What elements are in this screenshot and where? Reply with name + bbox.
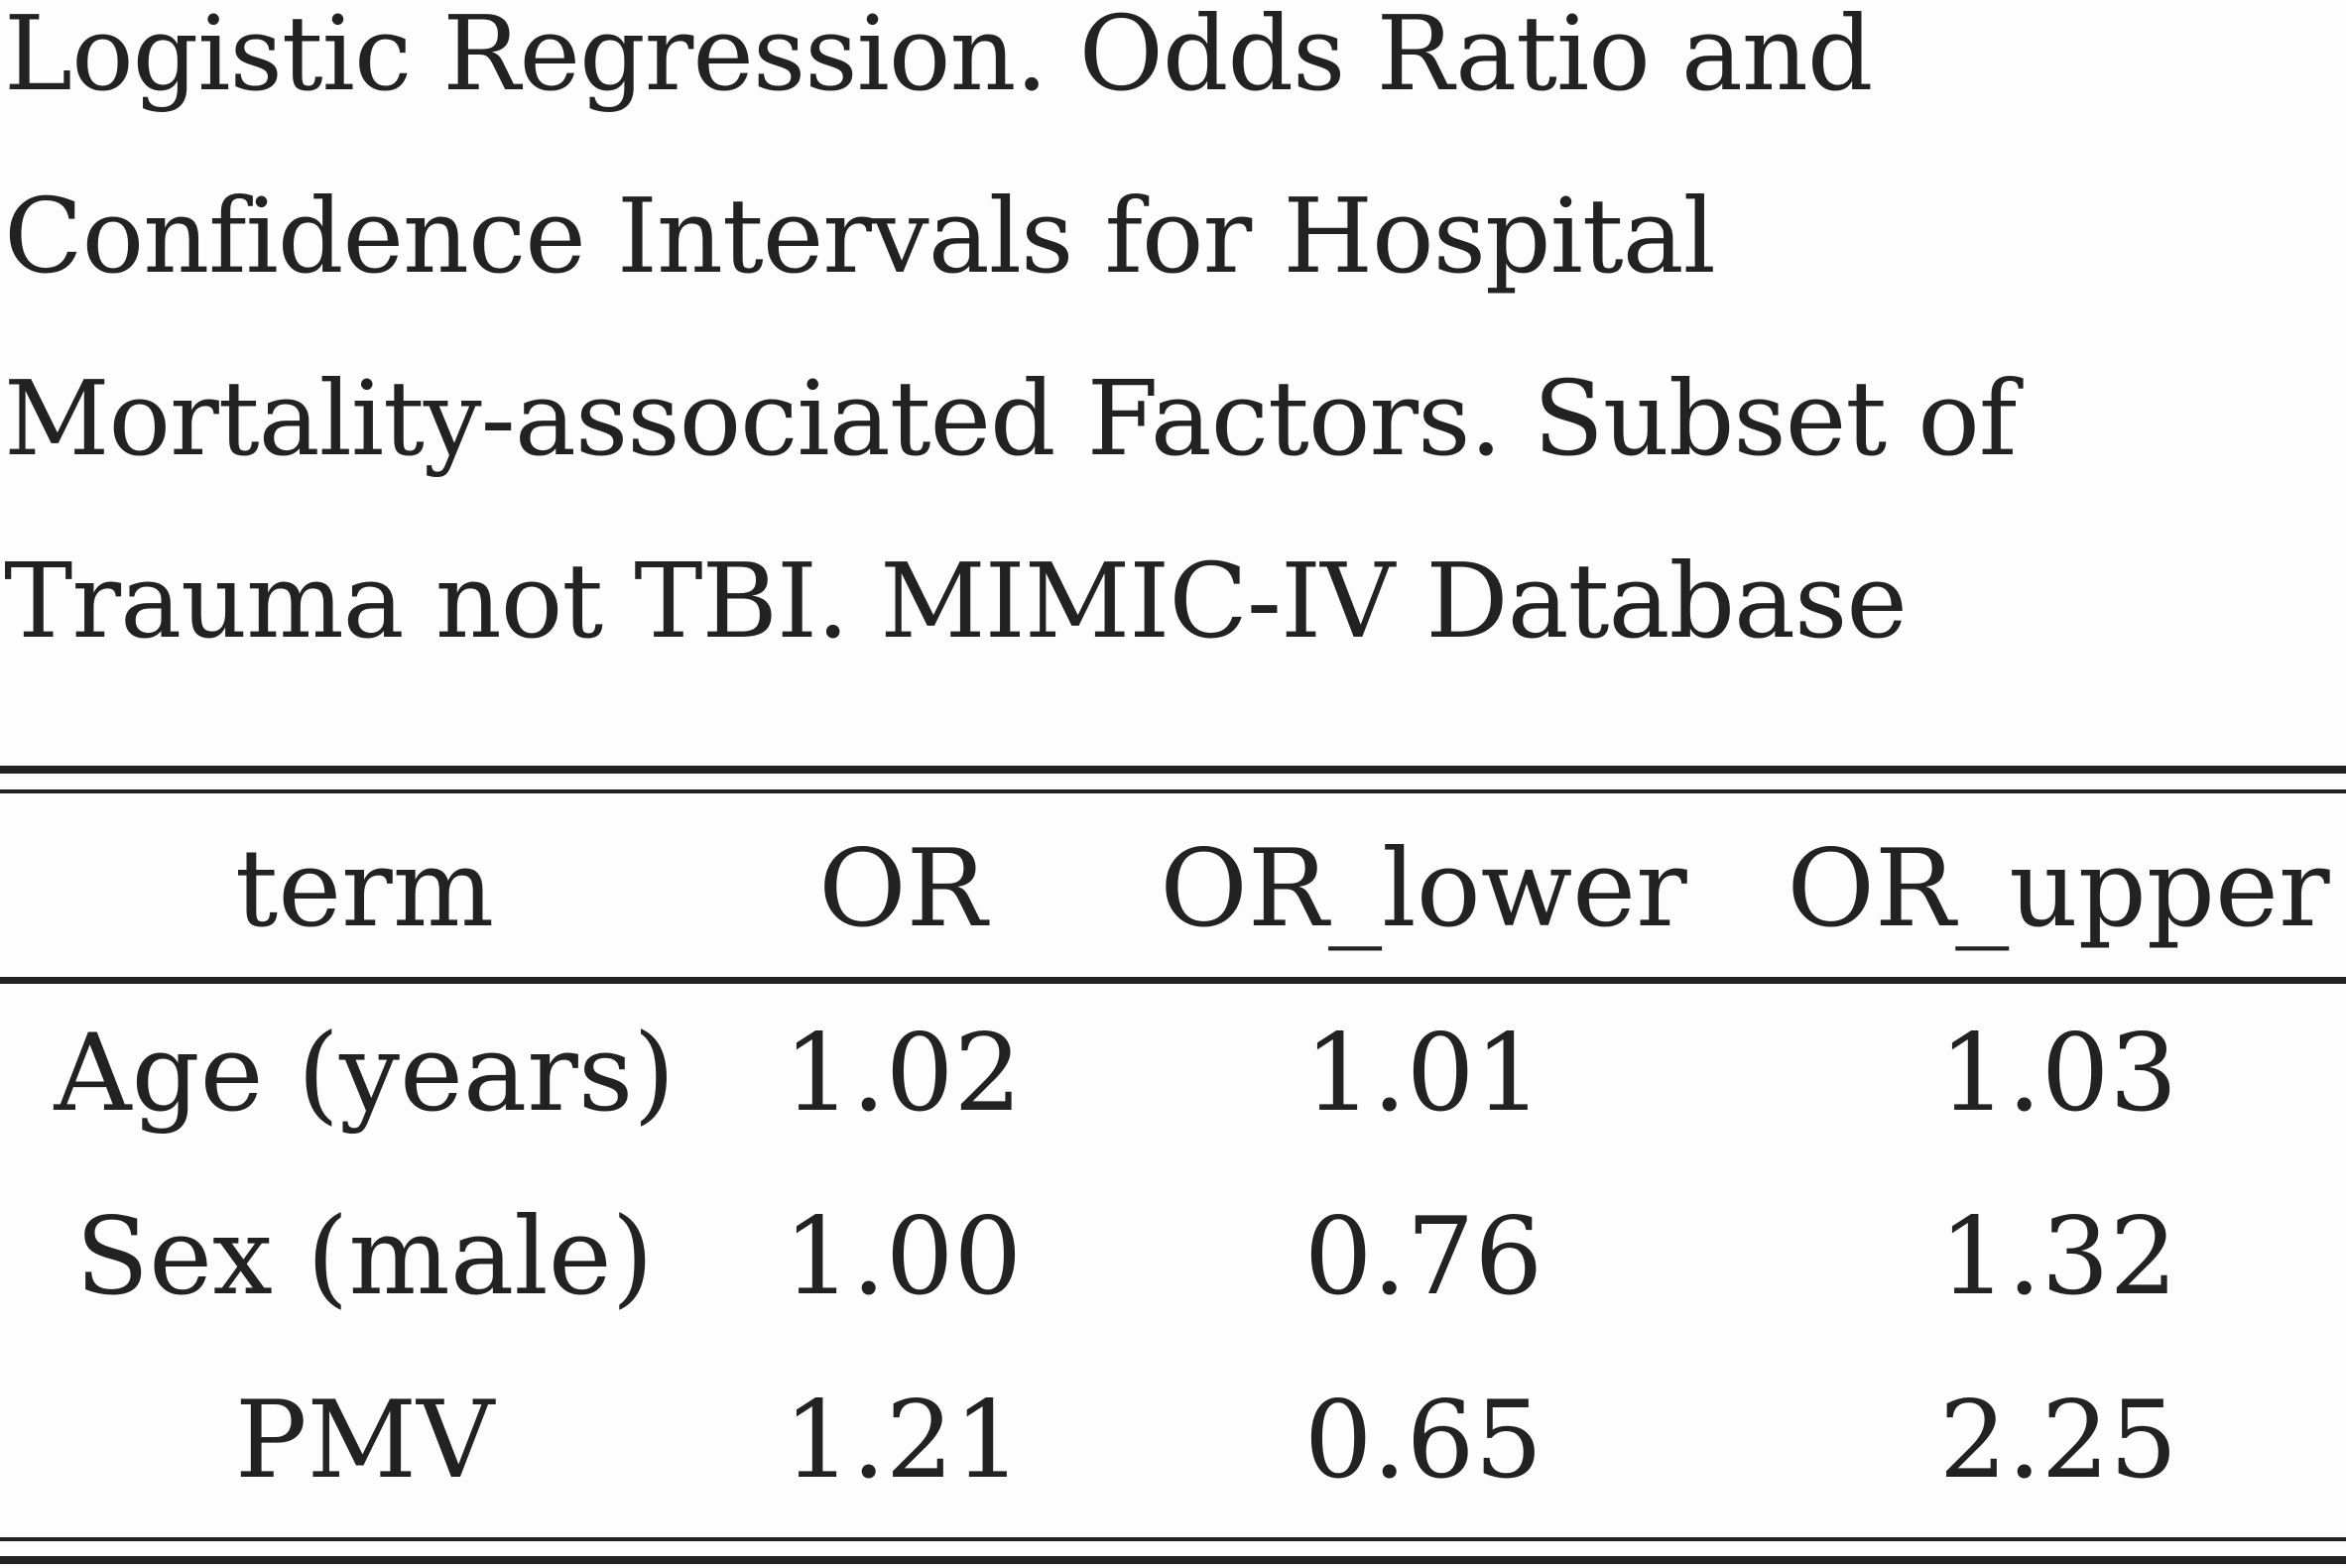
cell-or: 1.02 bbox=[783, 1012, 1023, 1136]
cell-or-lower: 0.65 bbox=[1303, 1379, 1543, 1503]
cell-or: 1.00 bbox=[783, 1195, 1023, 1319]
table-header: term OR OR_lower OR_upper bbox=[0, 796, 2346, 982]
cell-or-upper: 1.32 bbox=[1938, 1195, 2178, 1319]
header-rule bbox=[0, 977, 2346, 984]
top-rule-thin bbox=[0, 789, 2346, 793]
bottom-rule bbox=[0, 1556, 2346, 1564]
table-row: Sex (male) 1.00 0.76 1.32 bbox=[0, 1165, 2346, 1349]
cell-or: 1.21 bbox=[783, 1379, 1023, 1503]
cell-term: PMV bbox=[234, 1379, 495, 1503]
table-body: Age (years) 1.02 1.01 1.03 Sex (male) 1.… bbox=[0, 982, 2346, 1532]
top-rule bbox=[0, 766, 2346, 774]
cell-term: Age (years) bbox=[54, 1012, 676, 1136]
bottom-rule-thin bbox=[0, 1537, 2346, 1541]
table-row: Age (years) 1.02 1.01 1.03 bbox=[0, 982, 2346, 1165]
header-row: term OR OR_lower OR_upper bbox=[0, 796, 2346, 982]
header-or-upper: OR_upper bbox=[1787, 827, 2330, 951]
cell-or-lower: 0.76 bbox=[1303, 1195, 1543, 1319]
table-caption: Logistic Regression. Odds Ratio and Conf… bbox=[4, 0, 2017, 662]
cell-or-upper: 2.25 bbox=[1938, 1379, 2178, 1503]
header-or-lower: OR_lower bbox=[1160, 827, 1687, 951]
cell-or-lower: 1.01 bbox=[1303, 1012, 1543, 1136]
header-term: term bbox=[234, 827, 495, 951]
odds-ratio-table: term OR OR_lower OR_upper Age (years) 1.… bbox=[0, 796, 2346, 1532]
table-row: PMV 1.21 0.65 2.25 bbox=[0, 1349, 2346, 1532]
cell-term: Sex (male) bbox=[75, 1195, 654, 1319]
cell-or-upper: 1.03 bbox=[1938, 1012, 2178, 1136]
header-or: OR bbox=[818, 827, 987, 951]
